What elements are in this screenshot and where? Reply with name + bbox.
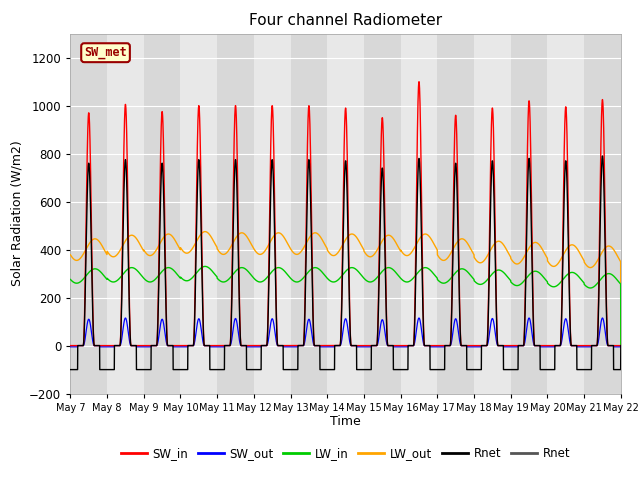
Title: Four channel Radiometer: Four channel Radiometer [249,13,442,28]
Y-axis label: Solar Radiation (W/m2): Solar Radiation (W/m2) [11,141,24,287]
Bar [327,34,364,394]
Text: SW_met: SW_met [84,46,127,59]
Bar [547,34,584,394]
Bar [180,34,217,394]
Bar [401,34,437,394]
Bar [474,34,511,394]
Bar [107,34,144,394]
X-axis label: Time: Time [330,415,361,429]
Bar [254,34,291,394]
Legend: SW_in, SW_out, LW_in, LW_out, Rnet, Rnet: SW_in, SW_out, LW_in, LW_out, Rnet, Rnet [116,443,575,465]
